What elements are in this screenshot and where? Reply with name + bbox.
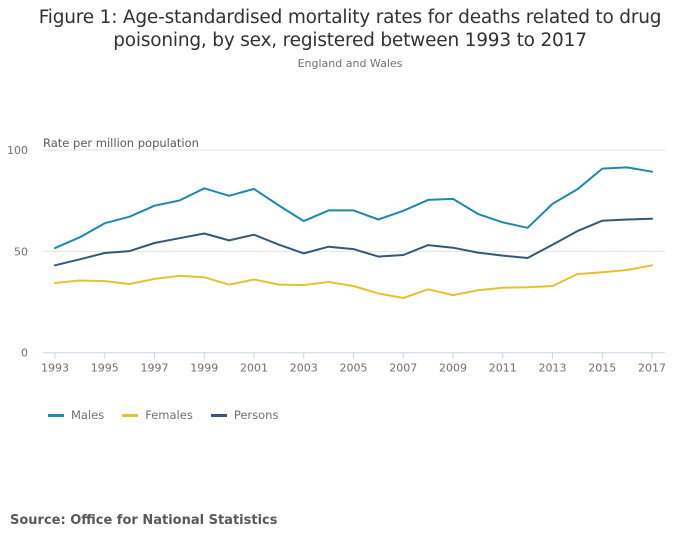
chart-subtitle: England and Wales [297,57,403,70]
source-note: Source: Office for National Statistics [10,513,278,528]
x-tick-label: 2005 [340,362,368,375]
chart-title-line-1: Figure 1: Age-standardised mortality rat… [38,7,662,28]
y-tick-label: 0 [21,347,28,360]
series-line-males[interactable] [54,166,653,250]
legend-swatch [210,413,227,417]
series-line-females[interactable] [54,264,653,299]
legend-label: Persons [233,408,279,422]
x-tick-label: 2007 [389,362,417,375]
legend-label: Females [145,408,193,422]
legend-label: Males [71,408,105,422]
y-axis: 0 50 100 [7,144,28,360]
legend-swatch [122,413,139,417]
legend-swatch [48,413,64,417]
gridlines [43,149,665,252]
x-tick-label: 2003 [290,362,318,375]
chart-title-line-2: poisoning, by sex, registered between 19… [113,30,587,51]
x-tick-label: 1995 [91,362,119,375]
x-tick-label: 2009 [439,362,467,375]
chart-title: Figure 1: Age-standardised mortality rat… [0,6,700,52]
y-axis-label: Rate per million population [43,136,199,150]
y-tick-label: 50 [14,245,28,258]
x-tick-label: 2011 [489,362,517,375]
x-tick-label: 2001 [240,362,268,375]
x-tick-label: 1997 [141,362,169,375]
y-tick-label: 100 [7,144,28,157]
series-line-persons[interactable] [54,217,653,267]
x-tick-label: 2015 [588,362,616,375]
x-tick-label: 2013 [539,362,567,375]
legend-item-males[interactable]: Males [48,408,104,422]
x-tick-label: 1999 [190,362,218,375]
x-tick-label: 2017 [638,362,666,375]
legend-item-persons[interactable]: Persons [210,408,279,422]
series-lines [54,166,653,299]
x-tick-label: 1993 [41,362,69,375]
legend-item-females[interactable]: Females [122,408,193,422]
x-axis: 1993 1995 1997 1999 2001 2003 2005 2007 2009 2011… [41,352,666,375]
legend: Males Females Persons [48,408,296,422]
